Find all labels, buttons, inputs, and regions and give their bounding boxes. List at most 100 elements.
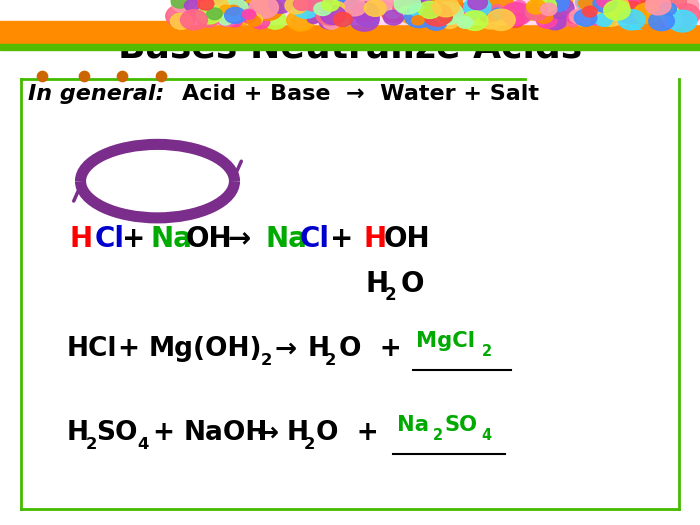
Circle shape (579, 0, 598, 10)
Circle shape (314, 2, 332, 16)
Circle shape (241, 11, 256, 23)
Circle shape (263, 12, 287, 29)
Circle shape (374, 1, 392, 15)
Circle shape (653, 6, 669, 18)
Text: 2: 2 (260, 353, 272, 368)
Circle shape (419, 1, 441, 18)
Circle shape (593, 9, 614, 25)
Text: +: + (118, 336, 139, 362)
Text: +: + (122, 225, 146, 253)
Circle shape (230, 0, 245, 9)
Circle shape (618, 9, 645, 30)
Text: 4: 4 (481, 428, 491, 443)
Circle shape (600, 0, 629, 17)
Text: →: → (228, 225, 251, 253)
Circle shape (486, 9, 515, 30)
Circle shape (641, 0, 671, 16)
Circle shape (485, 6, 504, 20)
Circle shape (197, 0, 214, 10)
Circle shape (228, 0, 256, 19)
Text: MgCl: MgCl (416, 331, 475, 351)
Circle shape (292, 0, 320, 18)
Text: →: → (256, 420, 279, 446)
Circle shape (519, 4, 540, 20)
Circle shape (556, 0, 573, 8)
Circle shape (593, 0, 622, 12)
Circle shape (333, 13, 352, 27)
Circle shape (172, 0, 195, 13)
Circle shape (580, 0, 596, 8)
Bar (0, 21, 700, 45)
Circle shape (634, 3, 660, 23)
Circle shape (526, 4, 547, 20)
Circle shape (241, 4, 260, 18)
Circle shape (249, 0, 279, 18)
Circle shape (307, 14, 320, 24)
Circle shape (659, 6, 680, 22)
Circle shape (649, 12, 674, 30)
Circle shape (433, 0, 459, 17)
Circle shape (577, 0, 604, 12)
Text: OH: OH (384, 225, 430, 253)
Circle shape (343, 7, 359, 18)
Circle shape (505, 13, 525, 27)
Circle shape (439, 13, 452, 23)
Circle shape (616, 2, 645, 24)
Circle shape (415, 0, 435, 13)
Point (117, 72, 128, 80)
Circle shape (536, 13, 557, 28)
Point (78, 72, 90, 80)
Circle shape (433, 0, 455, 12)
Circle shape (191, 2, 202, 10)
Circle shape (241, 1, 262, 16)
Circle shape (218, 0, 248, 21)
Circle shape (621, 9, 635, 19)
Circle shape (319, 15, 337, 29)
Text: In general:: In general: (28, 85, 164, 104)
Circle shape (406, 7, 423, 19)
Text: Cl: Cl (94, 225, 125, 253)
Circle shape (440, 0, 458, 12)
Text: 2: 2 (325, 353, 336, 368)
Circle shape (287, 0, 307, 9)
Circle shape (269, 0, 293, 13)
Circle shape (582, 6, 597, 17)
Circle shape (567, 12, 583, 24)
Circle shape (606, 3, 617, 11)
Circle shape (429, 5, 450, 20)
Circle shape (510, 3, 524, 14)
Text: Na: Na (150, 225, 193, 253)
Text: HCl: HCl (66, 336, 117, 362)
Circle shape (251, 15, 270, 29)
Circle shape (649, 8, 670, 24)
Point (155, 72, 167, 80)
Circle shape (425, 14, 447, 30)
Circle shape (405, 6, 434, 28)
Circle shape (468, 0, 487, 10)
Circle shape (285, 0, 307, 14)
Circle shape (612, 0, 640, 17)
Text: Bases Neutralize Acids: Bases Neutralize Acids (118, 30, 582, 64)
Circle shape (652, 7, 682, 28)
Circle shape (491, 5, 503, 14)
Circle shape (628, 3, 643, 14)
Circle shape (322, 0, 339, 11)
Circle shape (356, 9, 379, 27)
Text: H: H (66, 420, 88, 446)
Circle shape (660, 3, 676, 15)
Circle shape (384, 10, 403, 25)
Circle shape (574, 9, 597, 26)
Text: →: → (274, 336, 297, 362)
Circle shape (457, 16, 473, 28)
Text: Na: Na (397, 415, 429, 435)
Circle shape (364, 0, 386, 16)
Text: H: H (364, 225, 387, 253)
Text: 2: 2 (304, 437, 315, 452)
Circle shape (532, 4, 553, 19)
Circle shape (575, 0, 604, 13)
Circle shape (595, 14, 612, 26)
Circle shape (312, 0, 324, 9)
Circle shape (357, 5, 377, 20)
Circle shape (463, 0, 491, 17)
Circle shape (627, 0, 647, 12)
